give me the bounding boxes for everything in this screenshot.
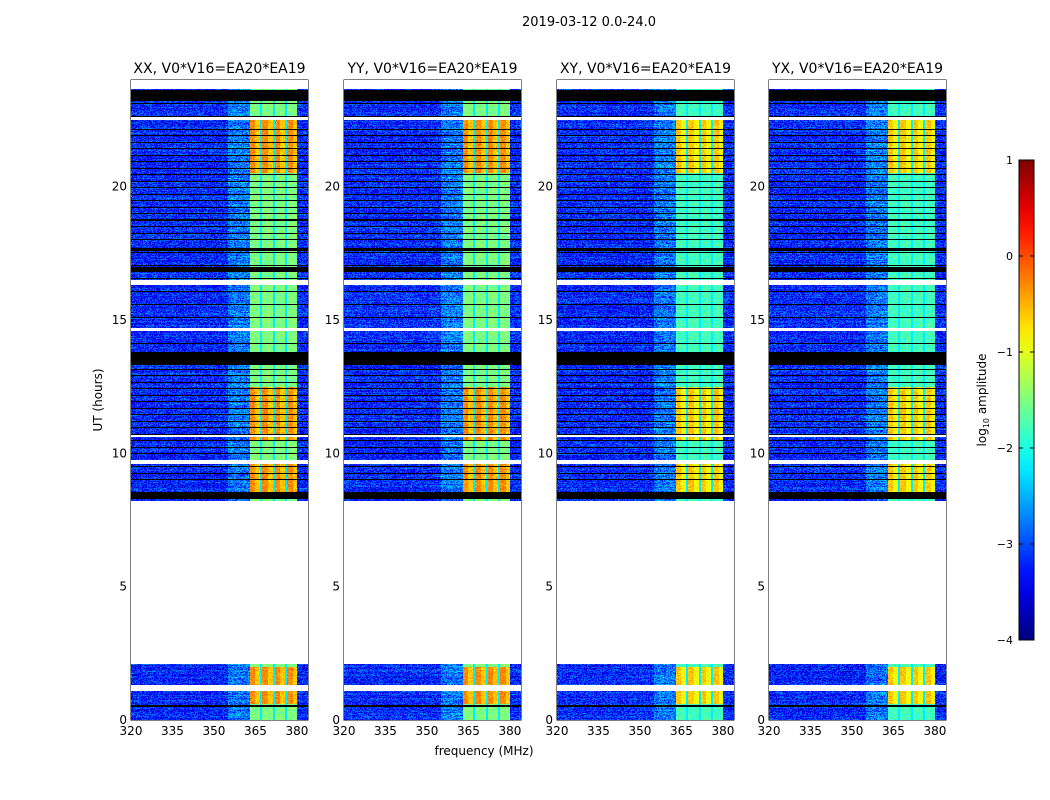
y-tick-label: 5	[545, 580, 553, 594]
y-tick-label: 10	[325, 446, 340, 460]
x-tick-label: 365	[670, 724, 693, 738]
x-axis-label: frequency (MHz)	[434, 744, 533, 758]
y-tick-label: 20	[750, 180, 765, 194]
x-tick-label: 350	[841, 724, 864, 738]
y-tick-label: 5	[119, 580, 127, 594]
x-tick-label: 350	[629, 724, 652, 738]
y-tick-label: 5	[757, 580, 765, 594]
panel-title: XX, V0*V16=EA20*EA19	[133, 61, 305, 77]
y-tick-label: 5	[332, 580, 340, 594]
x-tick-label: 380	[498, 724, 521, 738]
panel-1: XX, V0*V16=EA20*EA19 320 335 350 365 380 0 5 10 1…	[112, 61, 309, 738]
x-tick-label: 335	[161, 724, 184, 738]
spectrogram-yx	[769, 80, 946, 720]
colorbar-label: log10 amplitude	[975, 354, 991, 447]
x-tick-label: 335	[374, 724, 397, 738]
x-tick-label: 320	[120, 724, 143, 738]
suptitle: 2019-03-12 0.0-24.0	[522, 15, 656, 30]
spectrogram-xx	[131, 80, 308, 720]
x-tick-label: 365	[882, 724, 905, 738]
x-tick-label: 320	[758, 724, 781, 738]
x-tick-label: 365	[244, 724, 267, 738]
y-axis-label: UT (hours)	[91, 368, 105, 431]
x-tick-label: 320	[333, 724, 356, 738]
y-tick-label: 0	[757, 713, 765, 727]
panel-title: YX, V0*V16=EA20*EA19	[771, 61, 943, 77]
colorbar: 1 0 −1 −2 −3 −4	[997, 154, 1035, 647]
y-tick-label: 20	[112, 180, 127, 194]
y-tick-label: 15	[325, 313, 340, 327]
colorbar-gradient	[1018, 159, 1035, 641]
y-tick-label: 10	[750, 446, 765, 460]
x-tick-label: 365	[457, 724, 480, 738]
y-tick-label: 15	[538, 313, 553, 327]
x-tick-label: 335	[587, 724, 610, 738]
y-tick-label: 15	[750, 313, 765, 327]
x-tick-label: 335	[799, 724, 822, 738]
y-tick-label: 15	[112, 313, 127, 327]
colorbar-tick-label: 1	[1006, 154, 1013, 167]
panel-title: XY, V0*V16=EA20*EA19	[560, 61, 731, 77]
colorbar-tick-label: −1	[997, 346, 1013, 359]
colorbar-tick-label: −3	[997, 538, 1013, 551]
y-tick-label: 0	[119, 713, 127, 727]
y-tick-label: 0	[545, 713, 553, 727]
y-tick-label: 10	[538, 446, 553, 460]
spectrogram-yy	[344, 80, 521, 720]
y-tick-label: 20	[325, 180, 340, 194]
x-tick-label: 380	[923, 724, 946, 738]
x-tick-label: 320	[546, 724, 569, 738]
x-tick-label: 380	[285, 724, 308, 738]
colorbar-tick-label: −4	[997, 634, 1013, 647]
colorbar-tick-label: −2	[997, 442, 1013, 455]
x-tick-label: 350	[203, 724, 226, 738]
y-tick-label: 0	[332, 713, 340, 727]
y-tick-label: 10	[112, 446, 127, 460]
x-tick-label: 350	[416, 724, 439, 738]
colorbar-tick-label: 0	[1006, 250, 1013, 263]
panel-title: YY, V0*V16=EA20*EA19	[346, 61, 517, 77]
spectrogram-xy	[557, 80, 734, 720]
y-tick-label: 20	[538, 180, 553, 194]
x-tick-label: 380	[711, 724, 734, 738]
